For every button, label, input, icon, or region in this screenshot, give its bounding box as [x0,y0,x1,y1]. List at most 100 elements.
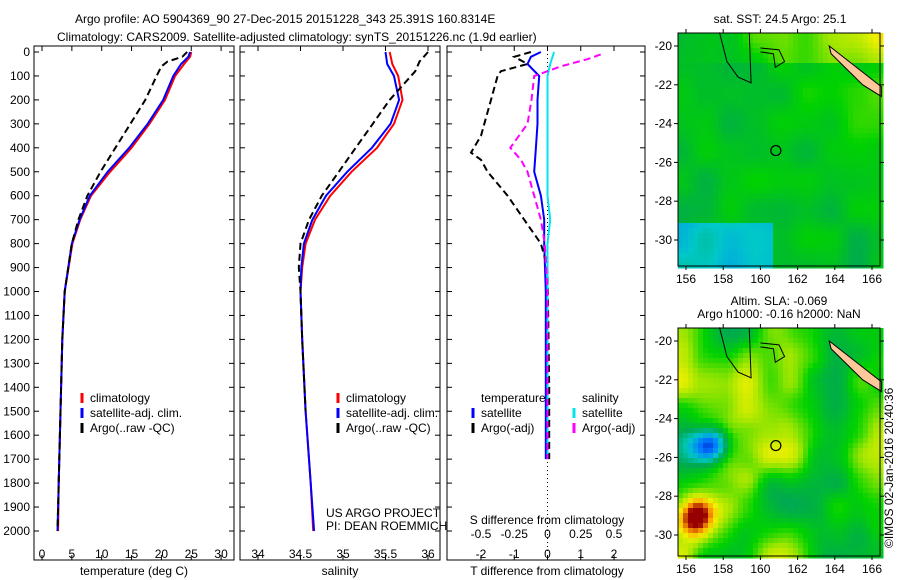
map-cell [793,228,799,234]
map-cell [758,53,764,59]
map-cell [843,533,849,539]
map-cell [708,188,714,194]
map-cell [818,503,824,509]
map-cell [758,338,764,344]
map-cell [798,388,804,394]
map-cell [703,223,709,229]
map-cell [708,208,714,214]
map-cell [768,538,774,544]
map-cell [723,463,729,469]
map-cell [748,418,754,424]
map-cell [773,328,779,334]
map-cell [718,408,724,414]
map-cell [863,508,869,514]
map-cell [878,343,884,349]
map-cell [693,528,699,534]
map-cell [693,98,699,104]
map-cell [708,518,714,524]
map-cell [733,368,739,374]
map-cell [698,408,704,414]
map-cell [683,193,689,199]
map-cell [763,108,769,114]
map-cell [788,423,794,429]
map-cell [688,188,694,194]
map-cell [823,508,829,514]
map-cell [728,533,734,539]
x-tick-label: -2 [476,547,487,561]
map-cell [878,163,884,169]
map-cell [853,168,859,174]
map-cell [853,478,859,484]
map-cell [738,423,744,429]
map-cell [773,378,779,384]
map-y-tick-label: -28 [655,194,673,208]
map-cell [698,108,704,114]
map-cell [803,453,809,459]
map-cell [823,238,829,244]
map-cell [758,348,764,354]
map-cell [833,43,839,49]
map-cell [878,208,884,214]
map-cell [693,538,699,544]
map-cell [843,333,849,339]
map-cell [748,208,754,214]
map-cell [678,128,684,134]
map-cell [798,498,804,504]
y-tick-label: 1300 [3,356,30,370]
map-cell [728,63,734,69]
map-cell [773,528,779,534]
map-cell [743,453,749,459]
map-cell [843,443,849,449]
map-cell [843,528,849,534]
map-cell [828,523,834,529]
map-cell [818,498,824,504]
map-cell [693,328,699,334]
map-cell [733,413,739,419]
map-cell [708,383,714,389]
map-cell [683,143,689,149]
map-cell [693,213,699,219]
map-cell [728,158,734,164]
map-cell [723,353,729,359]
map-cell [828,198,834,204]
map-cell [808,333,814,339]
map-cell [828,513,834,519]
map-cell [823,33,829,39]
map-cell [703,413,709,419]
map-cell [718,338,724,344]
map-cell [833,468,839,474]
map-cell [878,498,884,504]
map-cell [863,253,869,259]
map-cell [863,168,869,174]
map-cell [848,253,854,259]
map-cell [678,183,684,189]
map-cell [718,173,724,179]
map-cell [678,513,684,519]
map-cell [758,148,764,154]
map-cell [688,348,694,354]
x-axis-label: T difference from climatology [470,564,624,578]
map-cell [693,483,699,489]
map-cell [678,433,684,439]
map-cell [703,463,709,469]
map-cell [728,183,734,189]
map-cell [853,488,859,494]
map-cell [848,478,854,484]
map-cell [693,373,699,379]
map-cell [783,378,789,384]
map-cell [823,468,829,474]
map-cell [683,83,689,89]
map-cell [768,198,774,204]
y-tick-label: 600 [10,189,30,203]
y-tick-label: 400 [10,141,30,155]
map-cell [703,508,709,514]
map-x-tick-label: 162 [788,562,808,576]
map-cell [703,168,709,174]
map-cell [713,513,719,519]
map-cell [848,58,854,64]
s-tick-label: 0 [544,527,551,541]
map-cell [808,538,814,544]
map-cell [713,478,719,484]
map-cell [798,113,804,119]
map-cell [828,413,834,419]
